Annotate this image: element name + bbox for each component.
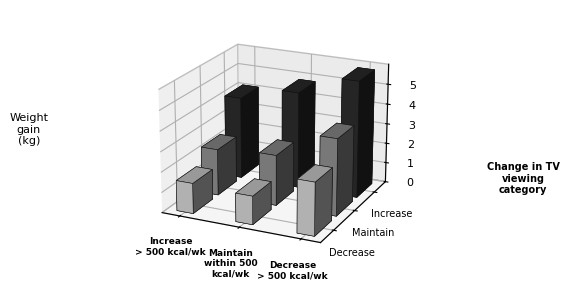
Text: Weight
gain
(kg): Weight gain (kg)	[9, 113, 48, 146]
Text: Change in TV
viewing
category: Change in TV viewing category	[487, 162, 559, 195]
